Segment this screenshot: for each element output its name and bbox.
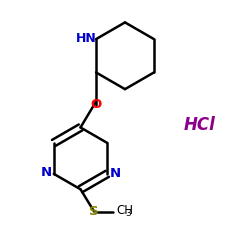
Text: HN: HN: [76, 32, 97, 45]
Text: N: N: [110, 167, 121, 180]
Text: N: N: [40, 166, 52, 179]
Text: S: S: [89, 205, 99, 218]
Text: 3: 3: [126, 208, 131, 218]
Text: HCl: HCl: [183, 116, 215, 134]
Text: CH: CH: [116, 204, 133, 216]
Text: O: O: [90, 98, 102, 111]
